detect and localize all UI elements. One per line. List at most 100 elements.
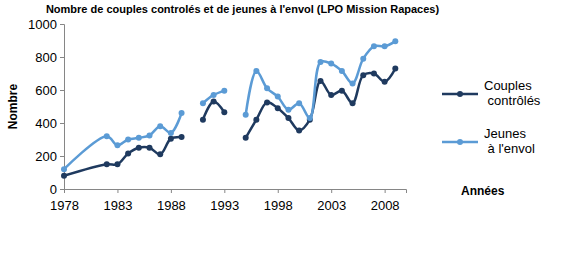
y-tick-mark	[60, 156, 64, 157]
y-tick: 800	[35, 50, 64, 65]
series-marker	[168, 130, 174, 136]
series-marker	[114, 161, 120, 167]
series-marker	[157, 123, 163, 129]
legend-item: Jeunes à l'envol	[442, 126, 535, 156]
series-marker	[114, 142, 120, 148]
series-marker	[307, 115, 313, 121]
x-tick: 1993	[210, 189, 239, 213]
y-tick: 0	[50, 182, 64, 197]
x-tick-mark	[171, 189, 172, 193]
series-marker	[243, 112, 249, 118]
y-axis-title: Nombre	[6, 84, 20, 130]
series-marker	[243, 135, 249, 141]
y-tick-label: 200	[35, 149, 57, 164]
y-tick: 600	[35, 83, 64, 98]
series-marker	[200, 117, 206, 123]
series-marker	[392, 66, 398, 72]
series-marker	[125, 137, 131, 143]
series-marker	[147, 145, 153, 151]
series-line	[64, 41, 395, 169]
series-marker	[339, 88, 345, 94]
series-marker	[125, 151, 131, 157]
series-marker	[285, 115, 291, 121]
y-tick-label: 0	[50, 182, 57, 197]
x-tick-label: 2003	[317, 198, 346, 213]
legend: Couples contrôlésJeunes à l'envol	[442, 78, 541, 156]
series-marker	[211, 92, 217, 98]
x-tick: 1983	[103, 189, 132, 213]
x-axis-line	[65, 190, 407, 194]
y-tick: 200	[35, 149, 64, 164]
legend-marker	[457, 91, 463, 97]
x-tick-label: 2008	[371, 198, 400, 213]
series-line	[64, 69, 395, 176]
y-tick: 1000	[28, 17, 64, 32]
y-axis-line	[60, 25, 65, 190]
series-marker	[392, 38, 398, 44]
x-tick-mark	[117, 189, 118, 193]
series-marker	[264, 99, 270, 105]
x-tick-label: 1988	[157, 198, 186, 213]
y-tick: 400	[35, 116, 64, 131]
series-marker	[179, 110, 185, 116]
series-marker	[382, 79, 388, 85]
x-tick: 1998	[264, 189, 293, 213]
x-tick-mark	[224, 189, 225, 193]
x-tick-label: 1983	[103, 198, 132, 213]
y-tick-mark	[60, 123, 64, 124]
y-tick-mark	[60, 189, 64, 190]
series-marker	[253, 68, 259, 74]
series-marker	[179, 134, 185, 140]
y-tick-mark	[60, 57, 64, 58]
x-tick-mark	[331, 189, 332, 193]
x-tick-label: 1998	[264, 198, 293, 213]
series-marker	[275, 105, 281, 111]
series	[61, 66, 398, 179]
x-tick-mark	[278, 189, 279, 193]
series-marker	[221, 109, 227, 115]
series-marker	[360, 72, 366, 78]
series-marker	[328, 61, 334, 67]
series-marker	[136, 145, 142, 151]
series-marker	[339, 68, 345, 74]
x-tick-label: 1978	[50, 198, 79, 213]
series-marker	[275, 94, 281, 100]
y-tick-mark	[60, 24, 64, 25]
series-marker	[104, 161, 110, 167]
x-tick: 1978	[50, 189, 79, 213]
series-marker	[382, 43, 388, 49]
x-tick-label: 1993	[210, 198, 239, 213]
y-tick-label: 1000	[28, 17, 57, 32]
y-tick-mark	[60, 90, 64, 91]
series-marker	[61, 166, 67, 172]
x-tick: 2003	[317, 189, 346, 213]
series-marker	[350, 100, 356, 106]
y-axis: 0 200 400 600 800 1000	[28, 17, 64, 197]
x-tick-mark	[64, 189, 65, 193]
series-marker	[264, 85, 270, 91]
y-tick-label: 400	[35, 116, 57, 131]
series-marker	[350, 80, 356, 86]
legend-marker	[457, 139, 463, 145]
plot-area	[61, 38, 398, 178]
series-marker	[296, 127, 302, 133]
series-marker	[285, 107, 291, 113]
series-marker	[168, 136, 174, 142]
y-tick-label: 600	[35, 83, 57, 98]
x-axis-title: Années	[461, 184, 505, 198]
series-marker	[61, 173, 67, 179]
series-marker	[371, 71, 377, 77]
title: Nombre de couples controlés et de jeunes…	[46, 3, 440, 15]
series-marker	[371, 43, 377, 49]
series-marker	[318, 59, 324, 65]
series-marker	[104, 133, 110, 139]
x-tick: 2008	[371, 189, 400, 213]
series	[61, 38, 398, 172]
series-marker	[200, 100, 206, 106]
x-tick-mark	[385, 189, 386, 193]
series-marker	[328, 92, 334, 98]
y-tick-label: 800	[35, 50, 57, 65]
series-marker	[296, 100, 302, 106]
series-marker	[360, 56, 366, 62]
series-marker	[318, 78, 324, 84]
